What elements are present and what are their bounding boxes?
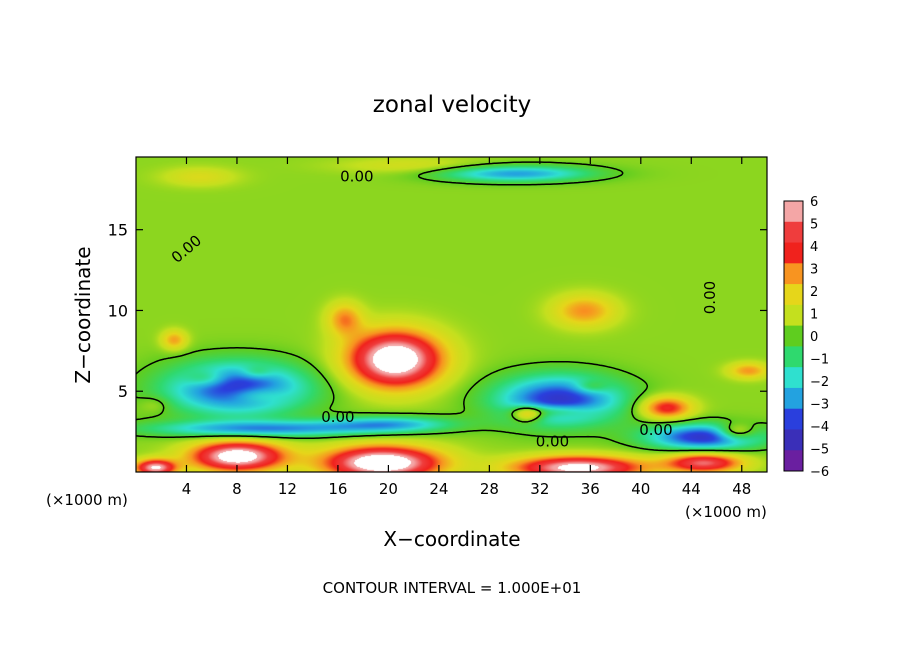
y-axis-label: Z−coordinate <box>71 246 95 383</box>
velocity-field <box>136 157 767 472</box>
y-tick-label: 5 <box>118 382 128 401</box>
y-axis: 5 10 15 <box>108 221 767 401</box>
chart-title: zonal velocity <box>373 92 531 118</box>
colorbar-swatch <box>784 325 803 347</box>
colorbar-swatch <box>784 408 803 430</box>
colorbar-label: −5 <box>810 443 829 458</box>
colorbar-label: 6 <box>810 195 818 210</box>
x-axis-label: X−coordinate <box>383 527 520 551</box>
x-axis: 4 8 12 16 20 24 28 32 36 40 44 48 <box>182 157 751 498</box>
colorbar-swatch <box>784 284 803 306</box>
colorbar-label: 0 <box>810 330 818 345</box>
x-tick-label: 12 <box>278 480 297 498</box>
colorbar-swatch <box>784 429 803 451</box>
x-tick-label: 28 <box>480 480 499 498</box>
x-tick-label: 48 <box>732 480 751 498</box>
colorbar-swatch <box>784 242 803 264</box>
x-tick-label: 4 <box>182 480 192 498</box>
contour-label: 0.00 <box>639 421 672 439</box>
colorbar-label: −3 <box>810 398 829 413</box>
x-tick-label: 36 <box>581 480 600 498</box>
x-tick-label: 20 <box>379 480 398 498</box>
colorbar-label: 2 <box>810 285 818 300</box>
y-tick-label: 10 <box>108 301 128 320</box>
colorbar-label: 5 <box>810 218 818 233</box>
x-tick-label: 32 <box>530 480 549 498</box>
x-tick-label: 44 <box>682 480 701 498</box>
x-unit-right: (×1000 m) <box>685 503 767 521</box>
zero-contours <box>136 161 767 452</box>
contour-label: 0.00 <box>321 408 354 426</box>
colorbar-swatch <box>784 201 803 223</box>
colorbar-swatch <box>784 263 803 285</box>
colorbar-swatch <box>784 221 803 244</box>
colorbar-label: −4 <box>810 420 829 435</box>
colorbar-swatch <box>784 450 803 472</box>
contour-label: 0.00 <box>701 281 719 314</box>
x-unit-left: (×1000 m) <box>46 491 128 509</box>
colorbar-swatch <box>784 387 803 410</box>
contour-label: 0.00 <box>340 167 373 185</box>
x-tick-label: 24 <box>429 480 448 498</box>
colorbar-label: 1 <box>810 308 818 323</box>
plot-frame <box>135 156 768 473</box>
colorbar-label: −2 <box>810 375 829 390</box>
colorbar-swatch <box>784 346 803 368</box>
colorbar-label: 3 <box>810 263 818 278</box>
colorbar-swatch <box>784 367 803 389</box>
y-tick-label: 15 <box>108 221 128 240</box>
contour-interval-note: CONTOUR INTERVAL = 1.000E+01 <box>323 579 582 597</box>
colorbar-label: −6 <box>810 465 829 480</box>
x-tick-label: 8 <box>232 480 242 498</box>
x-tick-label: 16 <box>328 480 347 498</box>
colorbar-frame <box>783 200 804 472</box>
colorbar-label: −1 <box>810 353 829 368</box>
colorbar: 6 5 4 3 2 1 0 −1 −2 −3 −4 −5 −6 <box>783 195 829 480</box>
zero-contour-line <box>136 161 767 452</box>
colorbar-label: 4 <box>810 240 818 255</box>
colorbar-swatch <box>784 304 803 327</box>
contour-label: 0.00 <box>536 432 569 450</box>
x-tick-label: 40 <box>631 480 650 498</box>
